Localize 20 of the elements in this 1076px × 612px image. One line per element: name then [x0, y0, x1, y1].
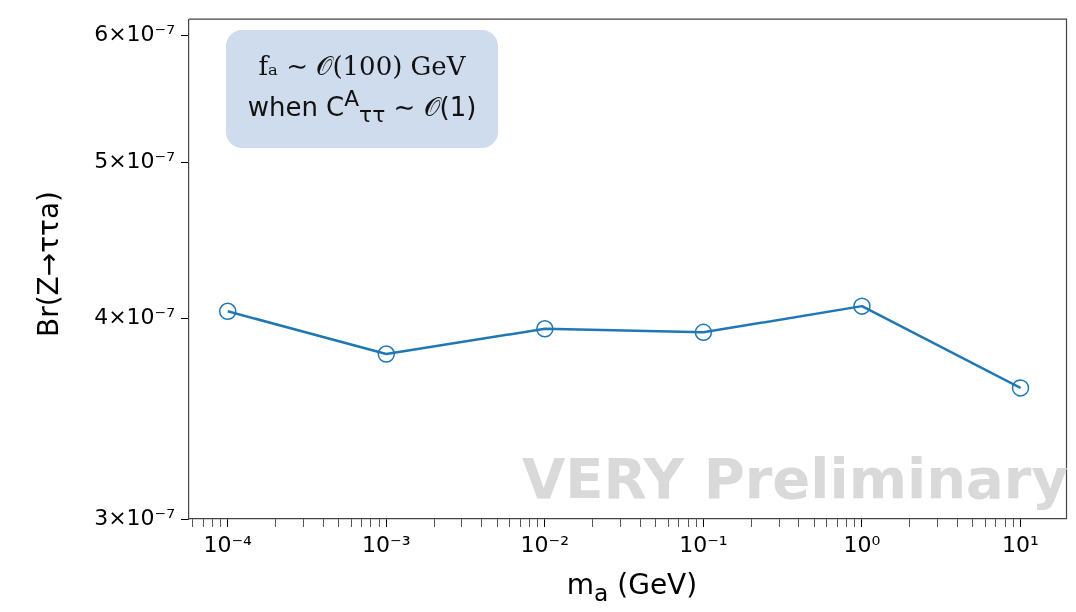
- x-axis-title: m$_{a}$ (GeV): [566, 568, 698, 607]
- point: [536, 320, 554, 338]
- point: [853, 297, 871, 315]
- x-tick-label: 10¹: [1002, 531, 1039, 557]
- y-axis-title: Br(Z→ττa): [31, 190, 65, 338]
- y-tick-label: 6×10⁻⁷: [94, 21, 175, 47]
- point: [694, 323, 713, 342]
- y-tick-label: 4×10⁻⁷: [94, 303, 175, 329]
- x-tick-label: 10⁻³: [362, 531, 411, 557]
- x-tick-label: 10⁻¹: [679, 531, 728, 557]
- y-tick-label: 3×10⁻⁷: [94, 504, 175, 530]
- annotation: when C$^{A}$$_{ττ}$ ∼ 𝒪(1): [247, 85, 477, 129]
- x-tick-label: 10⁰: [843, 531, 881, 557]
- point: [1011, 379, 1030, 397]
- x-tick-label: 10⁻⁴: [203, 531, 253, 557]
- point: [218, 302, 237, 321]
- annotation: fₐ ∼ 𝒪(100) GeV: [258, 49, 466, 83]
- y-tick-label: 5×10⁻⁷: [94, 148, 175, 174]
- x-tick-label: 10⁻²: [520, 531, 570, 557]
- point: [377, 345, 396, 363]
